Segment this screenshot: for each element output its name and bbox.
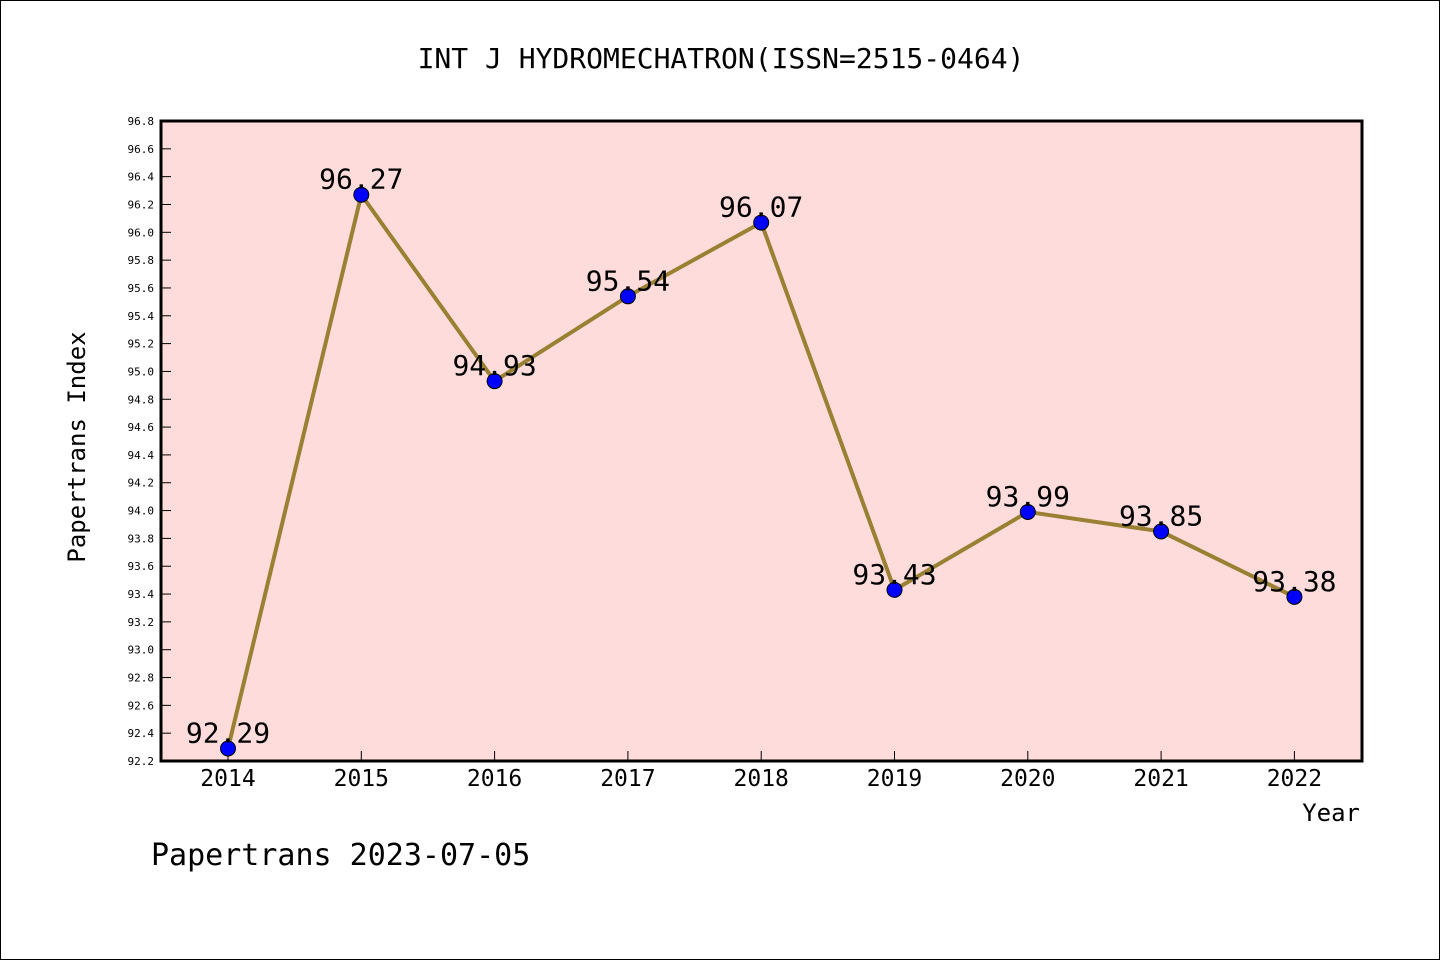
y-tick-label: 94.2 [128,477,155,490]
data-point [353,186,370,203]
data-point [1019,503,1036,520]
y-tick-label: 96.8 [128,115,155,128]
x-tick-label: 2022 [1267,766,1322,792]
y-tick-label: 93.2 [128,616,155,629]
y-axis: 92.2 92.4 92.6 92.8 93.0 93.2 93.4 93.6 93.8 94.0… [128,115,171,768]
y-tick-label: 96.2 [128,198,155,211]
y-tick-label: 92.2 [128,755,155,768]
data-point [220,740,236,757]
y-tick-label: 95.0 [128,365,155,378]
data-point [619,288,636,305]
y-tick-label: 96.4 [128,171,155,184]
data-label: 93.43 [852,558,936,591]
data-point [1153,523,1170,540]
y-tick-label: 93.6 [128,560,155,573]
y-axis-label: Papertrans Index [63,331,91,562]
x-tick-label: 2018 [734,766,789,792]
data-label: 93.99 [986,480,1070,513]
data-label: 96.27 [319,163,403,196]
series-layer [220,186,1303,757]
data-point [486,373,503,390]
y-tick-label: 93.4 [128,588,155,601]
y-tick-label: 95.6 [128,282,155,295]
data-label: 93.85 [1119,499,1203,532]
x-tick-label: 2014 [200,766,255,792]
footer-source-date: Papertrans 2023-07-05 [151,838,530,873]
data-label: 96.07 [719,191,803,224]
data-label: 95.54 [586,264,670,297]
x-tick-label: 2021 [1133,766,1188,792]
chart-title: INT J HYDROMECHATRON(ISSN=2515-0464) [418,42,1025,75]
x-tick-label: 2016 [467,766,522,792]
x-tick-label: 2017 [600,766,655,792]
x-tick-label: 2020 [1000,766,1055,792]
data-label: 93.38 [1252,565,1336,598]
y-tick-label: 94.6 [128,421,155,434]
data-point [1286,588,1303,605]
y-tick-label: 95.2 [128,338,155,351]
x-tick-label: 2015 [334,766,389,792]
data-point [886,581,903,598]
plot-border [159,119,1364,763]
y-tick-label: 93.0 [128,644,155,657]
y-tick-label: 94.0 [128,505,155,518]
x-axis-label: Year [1302,799,1360,827]
y-tick-label: 93.8 [128,532,155,545]
y-tick-label: 92.8 [128,672,155,685]
y-tick-label: 96.6 [128,143,155,156]
y-tick-label: 92.4 [128,727,155,740]
y-tick-label: 96.0 [128,226,155,239]
y-tick-label: 95.4 [128,310,155,323]
x-axis: 2014 2015 2016 2017 2018 2019 2020 2021 2022 [200,751,1322,792]
data-label: 92.29 [186,716,270,749]
y-tick-label: 95.8 [128,254,155,267]
x-tick-label: 2019 [867,766,922,792]
data-point [753,214,770,231]
y-tick-label: 94.4 [128,449,155,462]
data-labels: 92.29 96.27 94.93 95.54 96.07 93.43 93.99 93.85… [186,163,1337,750]
y-tick-label: 92.6 [128,699,155,712]
data-label: 94.93 [452,349,536,382]
y-tick-label: 94.8 [128,393,155,406]
